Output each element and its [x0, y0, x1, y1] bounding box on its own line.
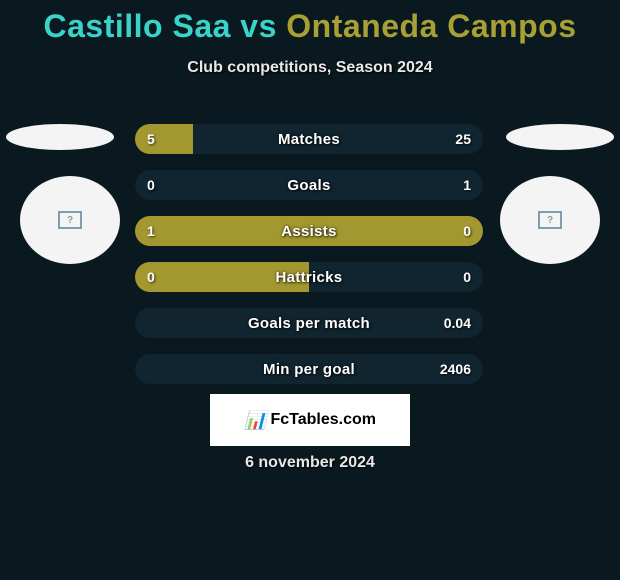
stat-bar-min-per-goal: Min per goal2406 [135, 354, 483, 384]
bar-label: Hattricks [135, 262, 483, 292]
player-b-oval [506, 124, 614, 150]
stat-bar-assists: Assists1 0 [135, 216, 483, 246]
bar-value-b: 0.04 [444, 308, 471, 338]
attribution-badge: 📊 FcTables.com [210, 394, 410, 446]
stat-bar-hattricks: Hattricks0 0 [135, 262, 483, 292]
bar-value-b: 2406 [440, 354, 471, 384]
bar-value-b: 0 [463, 262, 471, 292]
stat-bar-matches: Matches5 25 [135, 124, 483, 154]
bar-label: Assists [135, 216, 483, 246]
bar-label: Min per goal [135, 354, 483, 384]
stat-bar-goals: Goals0 1 [135, 170, 483, 200]
bar-value-a: 1 [147, 216, 155, 246]
bar-label: Goals per match [135, 308, 483, 338]
bar-value-a: 5 [147, 124, 155, 154]
page-title: Castillo Saa vs Ontaneda Campos [0, 0, 620, 45]
bar-label: Goals [135, 170, 483, 200]
bar-value-b: 0 [463, 216, 471, 246]
player-b-badge: ? [500, 176, 600, 264]
player-a-badge: ? [20, 176, 120, 264]
title-vs: vs [231, 8, 286, 44]
bar-value-a: 0 [147, 170, 155, 200]
title-player-a: Castillo Saa [44, 8, 231, 44]
bar-value-b: 25 [455, 124, 471, 154]
placeholder-icon: ? [538, 211, 562, 229]
bar-value-b: 1 [463, 170, 471, 200]
player-a-oval [6, 124, 114, 150]
comparison-bars: Matches525Goals01Assists10Hattricks00Goa… [135, 124, 483, 400]
fctables-icon: 📊 [244, 410, 266, 431]
bar-label: Matches [135, 124, 483, 154]
date: 6 november 2024 [0, 454, 620, 472]
bar-value-a: 0 [147, 262, 155, 292]
attribution-text: FcTables.com [270, 411, 376, 429]
stat-bar-goals-per-match: Goals per match0.04 [135, 308, 483, 338]
subtitle: Club competitions, Season 2024 [0, 59, 620, 77]
placeholder-icon: ? [58, 211, 82, 229]
title-player-b: Ontaneda Campos [286, 8, 576, 44]
